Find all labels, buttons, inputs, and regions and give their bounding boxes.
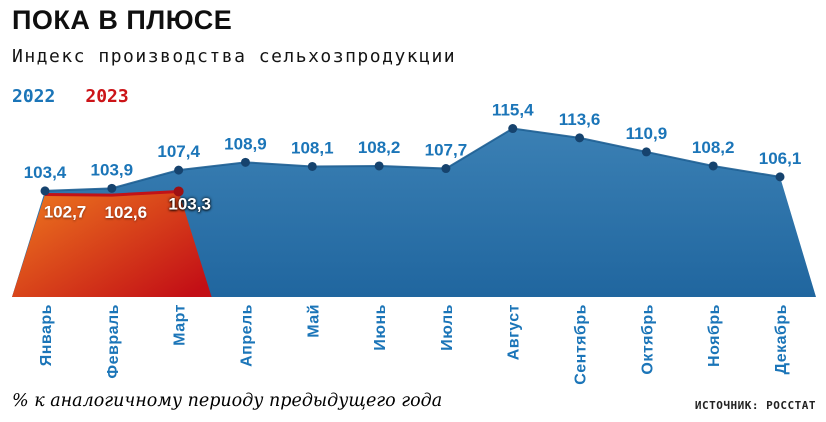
chart-subtitle: Индекс производства сельхозпродукции — [12, 46, 457, 67]
value-label-2022: 108,1 — [291, 138, 334, 157]
data-point-2022 — [641, 147, 651, 157]
value-label-2022: 113,6 — [559, 110, 601, 129]
value-label-2022: 110,9 — [626, 124, 668, 143]
legend: 2022 2023 — [12, 86, 129, 107]
x-axis-label: Июль — [439, 304, 456, 351]
value-label-2022: 115,4 — [492, 101, 534, 120]
value-label-2023: 102,7 — [44, 203, 87, 222]
value-label-2022: 108,9 — [224, 134, 267, 153]
chart-title: ПОКА В ПЛЮСЕ — [12, 5, 233, 35]
value-label-2023: 102,6 — [105, 203, 148, 222]
source-credit: ИСТОЧНИК: РОССТАТ — [694, 399, 816, 412]
value-label-2022: 103,9 — [91, 160, 134, 179]
data-point-2022 — [708, 161, 718, 171]
line-2022 — [44, 127, 781, 192]
legend-item-2023: 2023 — [85, 86, 129, 107]
x-axis-label: Август — [506, 304, 523, 360]
line-2023 — [44, 189, 179, 197]
data-point-2023 — [173, 186, 184, 197]
area-2023 — [12, 191, 212, 297]
x-axis-label: Июнь — [372, 304, 389, 351]
data-point-2022 — [575, 133, 585, 143]
data-point-2022 — [374, 161, 384, 171]
value-label-2022: 106,1 — [759, 149, 802, 168]
data-point-2022 — [307, 161, 317, 171]
legend-item-2022: 2022 — [12, 86, 56, 107]
data-point-2022 — [508, 124, 518, 134]
x-axis-label: Октябрь — [639, 304, 656, 375]
area-2022 — [12, 128, 816, 297]
data-point-2022 — [240, 157, 250, 167]
x-axis-label: Ноябрь — [706, 304, 723, 367]
x-axis-label: Январь — [38, 304, 55, 366]
x-axis-label: Апрель — [238, 304, 255, 367]
data-point-2022 — [174, 165, 184, 175]
value-label-2022: 108,2 — [358, 138, 401, 157]
value-label-2022: 103,4 — [24, 163, 67, 182]
data-point-2022 — [107, 183, 117, 193]
data-point-2022 — [40, 186, 50, 196]
x-axis-label: Декабрь — [773, 304, 790, 374]
x-axis-label: Сентябрь — [573, 304, 590, 385]
value-label-2022: 107,4 — [157, 142, 200, 161]
x-axis-label: Февраль — [105, 304, 122, 379]
x-axis-label: Март — [172, 304, 189, 346]
value-label-2023: 103,3 — [168, 194, 211, 213]
x-axis-label: Май — [305, 304, 322, 338]
value-label-2022: 107,7 — [425, 141, 468, 160]
footnote: % к аналогичному периоду предыдущего год… — [12, 391, 443, 411]
value-label-2022: 108,2 — [692, 138, 735, 157]
data-point-2022 — [775, 172, 785, 182]
data-point-2022 — [441, 164, 451, 174]
